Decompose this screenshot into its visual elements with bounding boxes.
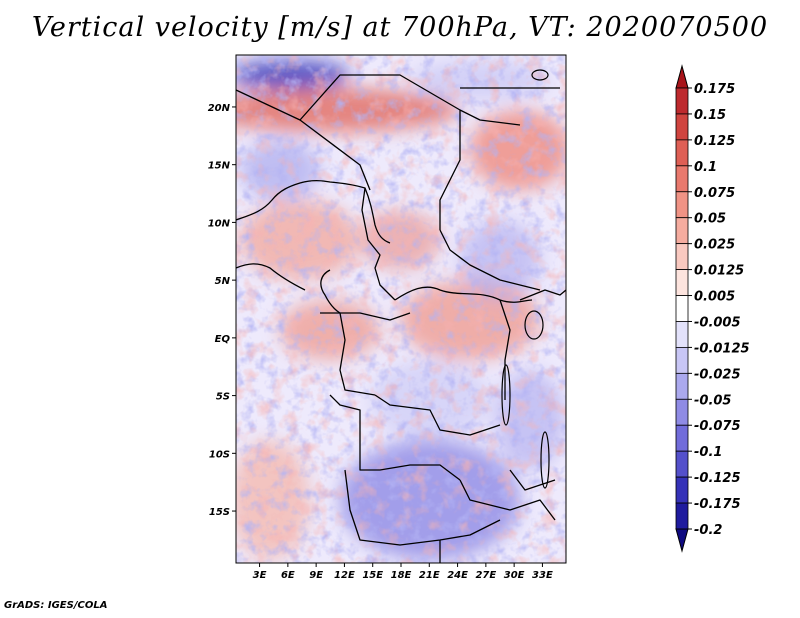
country-borders [236,74,566,563]
lat-tick-label: 15S [209,507,230,518]
lon-tick-label: 18E [391,570,412,581]
colorbar-segment [675,372,689,400]
lon-axis: 3E 6E 9E 12E 15E 18E 21E 24E 27E 30E 33E [253,563,553,581]
lat-tick-label: 5S [216,392,230,403]
colorbar-segment [675,87,689,115]
colorbar-segment [675,243,689,270]
colorbar-label: -0.05 [694,393,731,408]
colorbar-label: 0.1 [694,160,717,175]
colorbar: 0.175 0.15 0.125 0.1 0.075 0.05 0.025 0.0125 0.0… [675,64,750,553]
lat-axis: 20N 15N 10N 5N EQ 5S 10S 15S [208,103,236,518]
colorbar-label: -0.2 [694,523,722,538]
colorbar-top-triangle [675,64,689,89]
lat-tick-label: 20N [208,103,231,114]
colorbar-label: -0.125 [694,471,741,486]
colorbar-segment [675,269,689,296]
colorbar-bottom-triangle [675,528,689,553]
colorbar-label: 0.175 [694,82,735,97]
colorbar-segment [675,165,689,193]
colorbar-label: -0.1 [694,445,722,460]
lon-tick-label: 24E [447,570,468,581]
colorbar-label: -0.075 [694,419,741,434]
colorbar-segment [675,191,689,219]
colorbar-segment [675,398,689,426]
colorbar-segment [675,502,689,530]
colorbar-segment [675,295,689,322]
colorbar-label: 0.0125 [694,264,744,279]
lon-tick-label: 3E [253,570,267,581]
lon-tick-label: 6E [281,570,295,581]
lat-tick-label: 10N [208,218,231,229]
colorbar-segment [675,450,689,478]
lake-outlines [501,69,550,489]
colorbar-label: 0.15 [694,108,726,123]
lon-tick-label: 15E [362,570,383,581]
colorbar-label: -0.025 [694,367,741,382]
colorbar-segment [675,347,689,374]
lat-tick-label: 15N [208,161,231,172]
footer-credit: GrADS: IGES/COLA [4,600,108,611]
colorbar-label: 0.05 [694,212,726,227]
colorbar-label: 0.005 [694,290,735,305]
colorbar-segment [675,321,689,348]
colorbar-segment [675,476,689,504]
colorbar-label: -0.175 [694,497,741,512]
colorbar-label: -0.0125 [694,341,750,356]
lon-tick-label: 12E [334,570,355,581]
chart-title: Vertical velocity [m/s] at 700hPa, VT: 2… [31,12,769,43]
velocity-field [236,55,566,563]
lon-tick-label: 33E [532,570,553,581]
field-texture-red [236,55,566,563]
lat-tick-label: 5N [215,276,231,287]
lon-tick-label: 9E [309,570,323,581]
colorbar-segment [675,424,689,452]
colorbar-segment [675,139,689,167]
lat-tick-label: 10S [209,449,230,460]
lon-tick-label: 30E [504,570,525,581]
colorbar-segment [675,113,689,141]
colorbar-label: 0.125 [694,134,735,149]
colorbar-label: -0.005 [694,315,741,330]
colorbar-label: 0.075 [694,186,735,201]
colorbar-segment [675,217,689,245]
lon-tick-label: 27E [475,570,496,581]
colorbar-label: 0.025 [694,238,735,253]
lat-tick-label: EQ [215,334,231,345]
lon-tick-label: 21E [419,570,440,581]
